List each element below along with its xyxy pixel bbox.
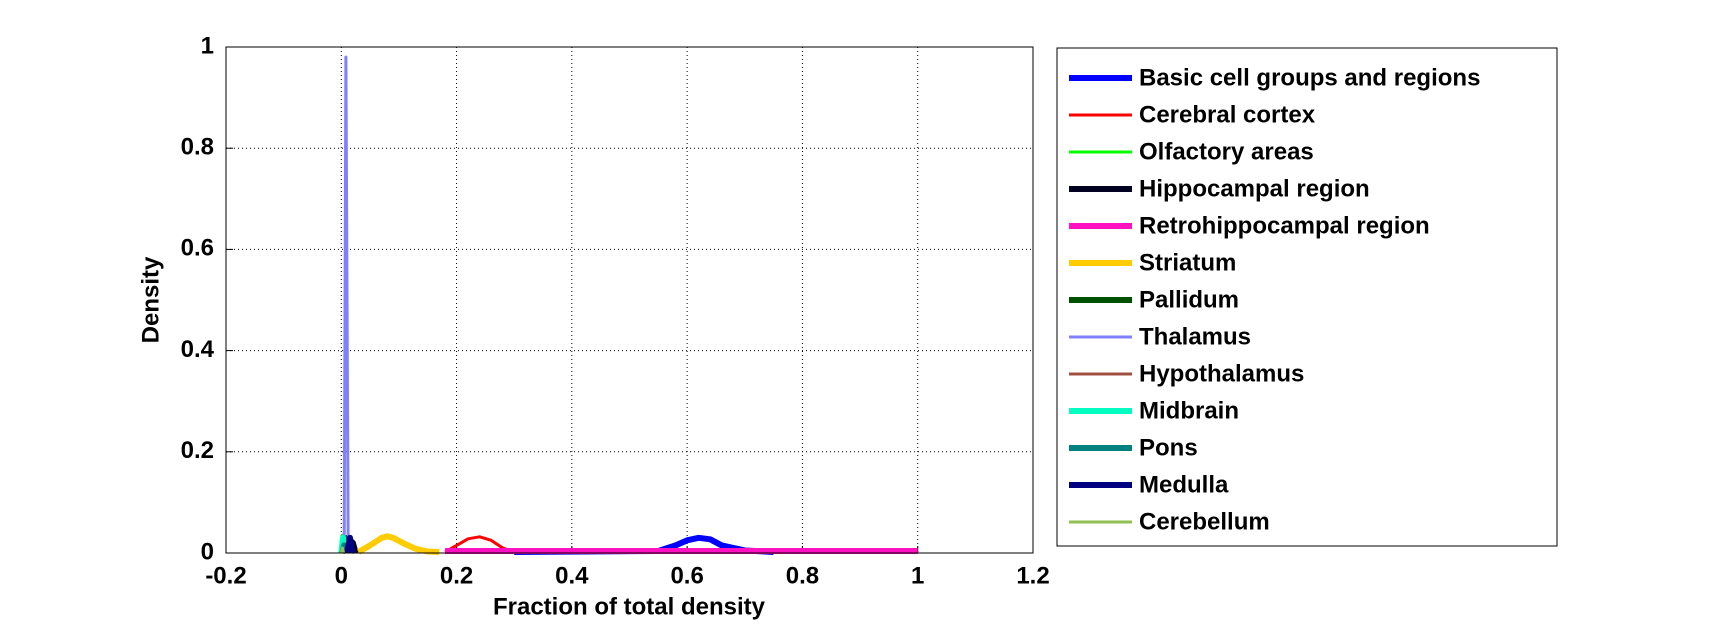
x-tick-label: 1.2 bbox=[1016, 562, 1049, 589]
data-line bbox=[342, 55, 350, 554]
x-tick-label: 0.6 bbox=[670, 562, 703, 589]
legend-label: Hippocampal region bbox=[1139, 175, 1370, 202]
legend-label: Retrohippocampal region bbox=[1139, 212, 1430, 239]
legend-label: Striatum bbox=[1139, 249, 1236, 276]
legend-label: Hypothalamus bbox=[1139, 360, 1304, 387]
legend-label: Olfactory areas bbox=[1139, 138, 1314, 165]
legend-label: Medulla bbox=[1139, 471, 1229, 498]
x-tick-label: -0.2 bbox=[205, 562, 246, 589]
x-tick-label: 0.2 bbox=[440, 562, 473, 589]
legend-label: Pallidum bbox=[1139, 286, 1239, 313]
legend-label: Midbrain bbox=[1139, 397, 1239, 424]
x-tick-label: 0 bbox=[335, 562, 348, 589]
data-line bbox=[357, 533, 440, 555]
y-axis-label: Density bbox=[137, 256, 164, 343]
legend-label: Pons bbox=[1139, 434, 1198, 461]
x-tick-label: 1 bbox=[911, 562, 924, 589]
legend-label: Cerebral cortex bbox=[1139, 101, 1316, 128]
data-line bbox=[339, 546, 346, 554]
y-tick-label: 0.4 bbox=[181, 336, 215, 363]
y-tick-label: 1 bbox=[201, 32, 214, 59]
y-tick-label: 0.6 bbox=[181, 235, 214, 262]
legend-label: Cerebellum bbox=[1139, 508, 1270, 535]
plot-area bbox=[226, 47, 1033, 553]
y-tick-label: 0.8 bbox=[181, 134, 214, 161]
legend-label: Thalamus bbox=[1139, 323, 1251, 350]
data-line bbox=[344, 534, 356, 554]
y-tick-label: 0.2 bbox=[181, 437, 214, 464]
x-tick-label: 0.4 bbox=[555, 562, 589, 589]
axes-box bbox=[225, 46, 1034, 554]
x-tick-label: 0.8 bbox=[786, 562, 819, 589]
x-axis-label: Fraction of total density bbox=[493, 593, 766, 620]
data-line bbox=[444, 535, 515, 554]
legend-box bbox=[1056, 47, 1558, 547]
y-tick-label: 0 bbox=[201, 538, 214, 565]
legend-label: Basic cell groups and regions bbox=[1139, 64, 1480, 91]
